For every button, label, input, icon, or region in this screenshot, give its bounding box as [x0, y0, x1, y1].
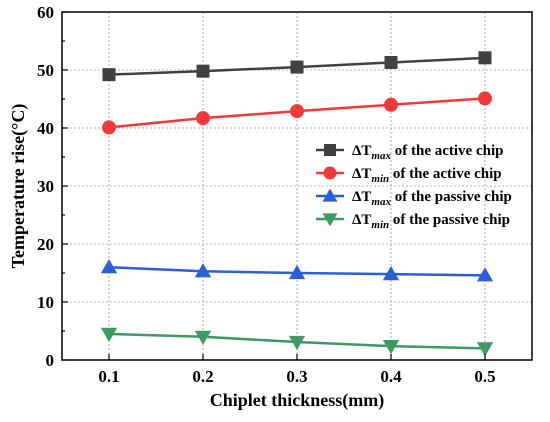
y-tick-label: 40 [37, 119, 54, 138]
legend-label: ΔTmax of the passive chip [352, 189, 512, 208]
series-2 [102, 91, 492, 135]
data-point [384, 97, 398, 112]
legend-description: of the passive chip [389, 212, 510, 228]
series-4 [100, 327, 494, 357]
y-tick-label: 60 [37, 3, 54, 22]
data-point [382, 339, 400, 355]
series-lines [100, 51, 494, 357]
legend-marker [324, 144, 336, 156]
data-point [382, 266, 400, 281]
data-point [290, 104, 304, 119]
data-point [196, 64, 210, 78]
x-tick-label: 0.2 [192, 367, 213, 386]
series-3 [100, 259, 494, 282]
legend-delta-t: ΔT [352, 166, 371, 182]
legend-label: ΔTmax of the active chip [352, 143, 503, 162]
data-point [288, 335, 306, 351]
legend-item: ΔTmax of the passive chip [316, 188, 512, 208]
legend-item: ΔTmin of the active chip [316, 166, 502, 185]
y-tick-label: 30 [37, 177, 54, 196]
data-point [290, 60, 304, 74]
legend-label: ΔTmin of the active chip [352, 166, 502, 185]
tick-labels: 0.1 0.2 0.3 0.4 0.5 0 10 20 30 40 50 60 [37, 3, 496, 386]
legend-subscript: max [371, 150, 391, 162]
x-axis-title: Chiplet thickness(mm) [210, 390, 385, 411]
legend-description: of the passive chip [391, 189, 512, 205]
legend-subscript: min [371, 173, 389, 185]
data-point [194, 330, 212, 345]
legend-marker [323, 166, 337, 180]
data-point [100, 327, 118, 343]
data-point [476, 267, 494, 282]
data-point [476, 342, 494, 357]
data-point [478, 51, 492, 65]
data-point [102, 120, 116, 135]
legend-subscript: min [371, 219, 389, 231]
data-point [100, 259, 118, 274]
x-tick-label: 0.5 [474, 367, 495, 386]
legend-delta-t: ΔT [352, 189, 371, 205]
y-tick-label: 20 [37, 235, 54, 254]
legend-marker [322, 213, 338, 227]
data-point [194, 263, 212, 278]
series-1 [102, 51, 492, 82]
legend-delta-t: ΔT [352, 143, 371, 159]
legend-label: ΔTmin of the passive chip [352, 212, 510, 231]
y-tick-label: 50 [37, 61, 54, 80]
x-tick-label: 0.4 [380, 367, 402, 386]
legend-subscript: max [371, 196, 391, 208]
legend-delta-t: ΔT [352, 212, 371, 228]
legend-item: ΔTmax of the active chip [316, 143, 503, 162]
x-tick-label: 0.3 [286, 367, 307, 386]
data-point [384, 55, 398, 69]
y-tick-label: 0 [46, 351, 55, 370]
y-tick-label: 10 [37, 293, 54, 312]
legend-item: ΔTmin of the passive chip [316, 212, 510, 231]
data-point [196, 111, 210, 126]
y-axis-title: Temperature rise(°C) [8, 104, 29, 269]
data-point [288, 264, 306, 280]
legend-description: of the active chip [389, 166, 501, 182]
data-point [102, 68, 116, 82]
x-tick-label: 0.1 [98, 367, 119, 386]
axis-ticks [62, 11, 486, 361]
data-point [478, 91, 492, 106]
legend-description: of the active chip [391, 143, 503, 159]
legend-marker [322, 188, 338, 202]
